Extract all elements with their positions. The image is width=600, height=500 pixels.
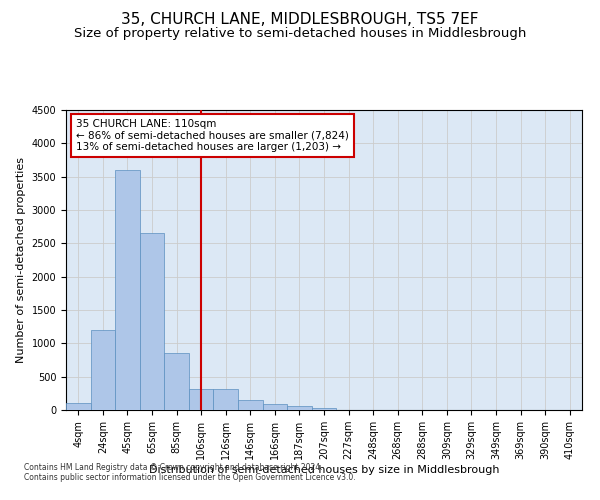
Text: 35, CHURCH LANE, MIDDLESBROUGH, TS5 7EF: 35, CHURCH LANE, MIDDLESBROUGH, TS5 7EF xyxy=(121,12,479,28)
Text: Contains HM Land Registry data © Crown copyright and database right 2024.: Contains HM Land Registry data © Crown c… xyxy=(24,464,323,472)
Bar xyxy=(214,390,238,410)
Bar xyxy=(189,390,214,410)
Bar xyxy=(287,406,312,410)
Bar xyxy=(140,234,164,410)
Bar xyxy=(312,408,336,410)
Bar xyxy=(91,330,115,410)
Y-axis label: Number of semi-detached properties: Number of semi-detached properties xyxy=(16,157,26,363)
Bar xyxy=(238,400,263,410)
Bar xyxy=(66,404,91,410)
Text: Contains public sector information licensed under the Open Government Licence v3: Contains public sector information licen… xyxy=(24,474,356,482)
Bar xyxy=(164,354,189,410)
Bar xyxy=(263,404,287,410)
Text: Size of property relative to semi-detached houses in Middlesbrough: Size of property relative to semi-detach… xyxy=(74,28,526,40)
Text: 35 CHURCH LANE: 110sqm
← 86% of semi-detached houses are smaller (7,824)
13% of : 35 CHURCH LANE: 110sqm ← 86% of semi-det… xyxy=(76,119,349,152)
Bar xyxy=(115,170,140,410)
X-axis label: Distribution of semi-detached houses by size in Middlesbrough: Distribution of semi-detached houses by … xyxy=(149,465,499,475)
